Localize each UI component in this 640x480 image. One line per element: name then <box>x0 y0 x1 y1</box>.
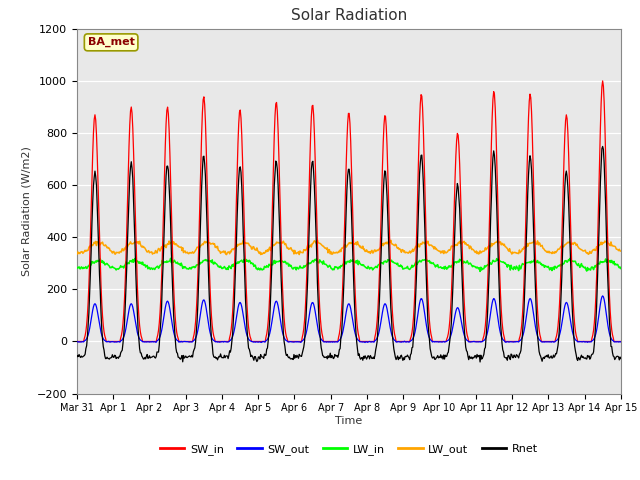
Y-axis label: Solar Radiation (W/m2): Solar Radiation (W/m2) <box>21 146 31 276</box>
Title: Solar Radiation: Solar Radiation <box>291 9 407 24</box>
Text: BA_met: BA_met <box>88 37 134 48</box>
X-axis label: Time: Time <box>335 416 362 426</box>
Legend: SW_in, SW_out, LW_in, LW_out, Rnet: SW_in, SW_out, LW_in, LW_out, Rnet <box>156 439 542 459</box>
